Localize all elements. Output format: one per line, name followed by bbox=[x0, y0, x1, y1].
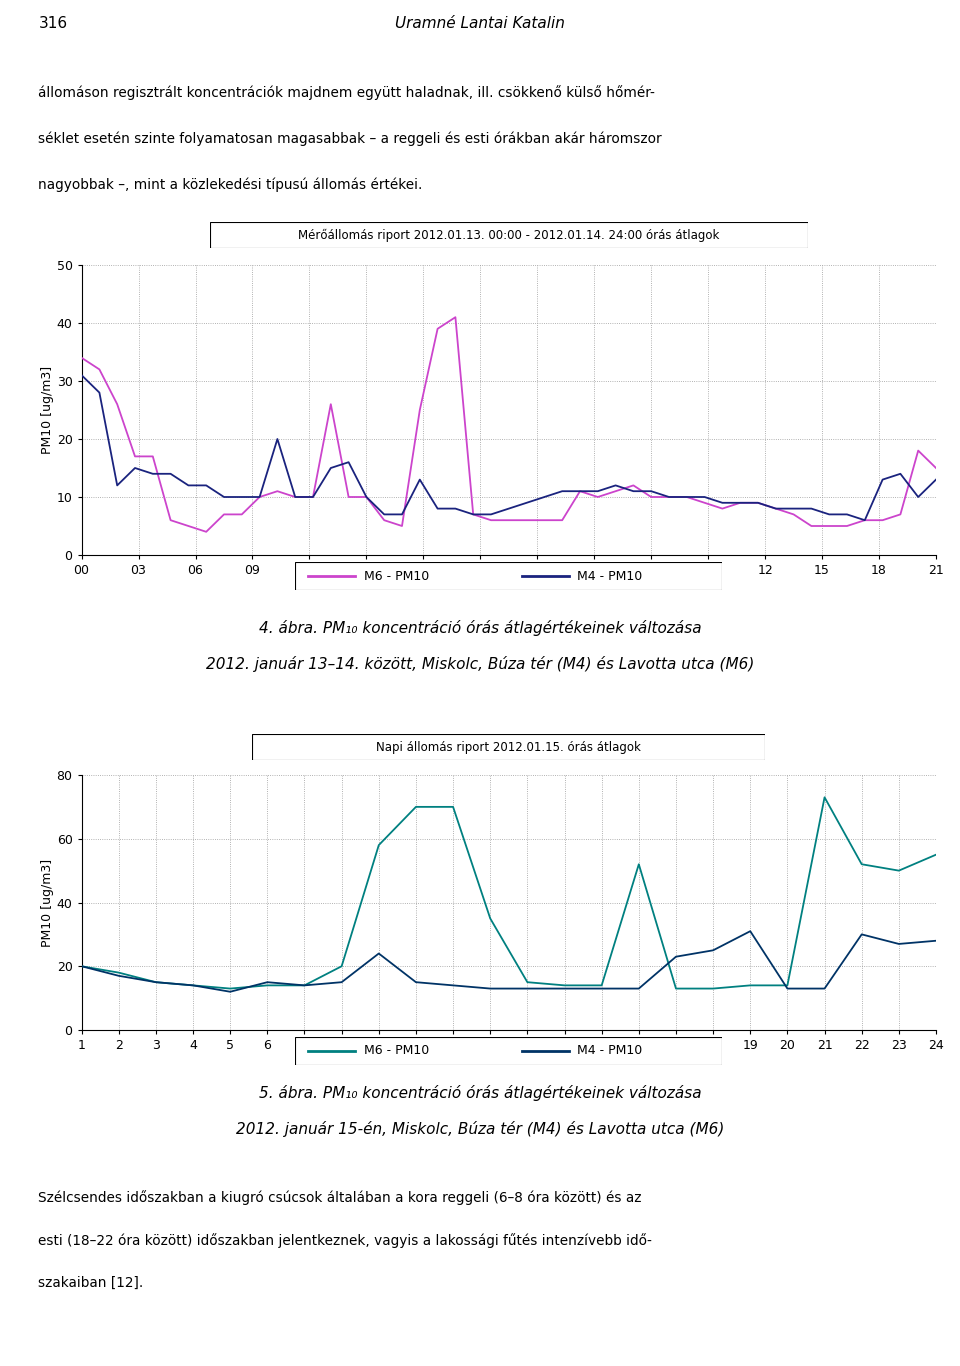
FancyBboxPatch shape bbox=[210, 223, 808, 249]
Text: 316: 316 bbox=[38, 16, 67, 31]
Text: nagyobbak –, mint a közlekedési típusú állomás értékei.: nagyobbak –, mint a közlekedési típusú á… bbox=[38, 178, 422, 191]
Text: 5. ábra. PM₁₀ koncentráció órás átlagértékeinek változása: 5. ábra. PM₁₀ koncentráció órás átlagért… bbox=[258, 1085, 702, 1101]
Text: állomáson regisztrált koncentrációk majdnem együtt haladnak, ill. csökkenő külső: állomáson regisztrált koncentrációk majd… bbox=[38, 85, 656, 100]
Text: M6 - PM10: M6 - PM10 bbox=[364, 570, 429, 582]
FancyBboxPatch shape bbox=[296, 561, 722, 590]
Text: M4 - PM10: M4 - PM10 bbox=[577, 1045, 642, 1057]
Text: M4 - PM10: M4 - PM10 bbox=[577, 570, 642, 582]
Text: 2012. január 13–14. között, Miskolc, Búza tér (M4) és Lavotta utca (M6): 2012. január 13–14. között, Miskolc, Búz… bbox=[205, 656, 755, 672]
Text: esti (18–22 óra között) időszakban jelentkeznek, vagyis a lakossági fűtés intenz: esti (18–22 óra között) időszakban jelen… bbox=[38, 1233, 652, 1247]
Text: M6 - PM10: M6 - PM10 bbox=[364, 1045, 429, 1057]
Text: Mérőállomás riport 2012.01.13. 00:00 - 2012.01.14. 24:00 órás átlagok: Mérőállomás riport 2012.01.13. 00:00 - 2… bbox=[299, 228, 719, 242]
Y-axis label: PM10 [ug/m3]: PM10 [ug/m3] bbox=[40, 858, 54, 947]
FancyBboxPatch shape bbox=[296, 1037, 722, 1065]
Text: Uramné Lantai Katalin: Uramné Lantai Katalin bbox=[396, 16, 564, 31]
Text: Napi állomás riport 2012.01.15. órás átlagok: Napi állomás riport 2012.01.15. órás átl… bbox=[376, 740, 641, 754]
Y-axis label: PM10 [ug/m3]: PM10 [ug/m3] bbox=[40, 366, 54, 454]
FancyBboxPatch shape bbox=[252, 734, 765, 759]
Text: szakaiban [12].: szakaiban [12]. bbox=[38, 1276, 144, 1290]
Text: 2012. január 15-én, Miskolc, Búza tér (M4) és Lavotta utca (M6): 2012. január 15-én, Miskolc, Búza tér (M… bbox=[236, 1121, 724, 1137]
Text: séklet esetén szinte folyamatosan magasabbak – a reggeli és esti órákban akár há: séklet esetén szinte folyamatosan magasa… bbox=[38, 131, 662, 146]
Text: Szélcsendes időszakban a kiugró csúcsok általában a kora reggeli (6–8 óra között: Szélcsendes időszakban a kiugró csúcsok … bbox=[38, 1190, 642, 1205]
Text: 4. ábra. PM₁₀ koncentráció órás átlagértékeinek változása: 4. ábra. PM₁₀ koncentráció órás átlagért… bbox=[258, 620, 702, 637]
